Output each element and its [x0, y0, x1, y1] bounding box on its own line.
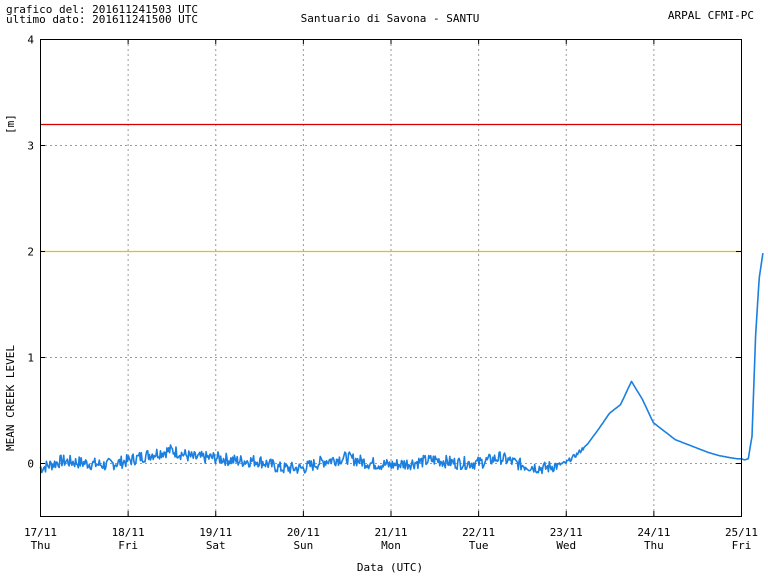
- axis-ticks: 17/11Thu18/11Fri19/11Sat20/11Sun21/11Mon…: [24, 34, 758, 553]
- x-tick-label: 17/11: [24, 526, 57, 539]
- series-line: [39, 252, 764, 475]
- x-tick-day-label: Thu: [31, 539, 51, 552]
- x-tick-day-label: Sat: [206, 539, 226, 552]
- x-tick-label: 21/11: [374, 526, 407, 539]
- x-tick-label: 22/11: [462, 526, 495, 539]
- organization-label: ARPAL CFMI-PC: [667, 9, 754, 22]
- x-tick-label: 24/11: [637, 526, 670, 539]
- x-tick-day-label: Fri: [732, 539, 752, 552]
- x-tick-day-label: Tue: [469, 539, 489, 552]
- threshold-lines: [40, 123, 741, 253]
- y-tick-label: 1: [27, 352, 34, 365]
- y-axis-label: MEAN CREEK LEVEL: [4, 345, 17, 451]
- x-tick-label: 25/11: [725, 526, 758, 539]
- x-tick-day-label: Thu: [644, 539, 664, 552]
- x-tick-day-label: Wed: [556, 539, 576, 552]
- x-tick-label: 20/11: [287, 526, 320, 539]
- grid: [40, 39, 741, 516]
- x-tick-label: 18/11: [112, 526, 145, 539]
- x-axis-label: Data (UTC): [357, 561, 423, 574]
- y-tick-label: 0: [27, 458, 34, 471]
- x-tick-day-label: Mon: [381, 539, 401, 552]
- y-axis-unit: [m]: [4, 114, 17, 134]
- series-layer: [39, 252, 764, 475]
- x-tick-label: 19/11: [199, 526, 232, 539]
- y-tick-label: 2: [27, 246, 34, 259]
- y-tick-label: 4: [27, 34, 34, 47]
- x-tick-day-label: Fri: [118, 539, 138, 552]
- x-tick-label: 23/11: [550, 526, 583, 539]
- chart-title: Santuario di Savona - SANTU: [300, 12, 480, 25]
- last-data-timestamp: ultimo dato: 201611241500 UTC: [6, 13, 199, 26]
- x-tick-day-label: Sun: [293, 539, 313, 552]
- generated-timestamp: grafico del: 201611241503 UTC: [6, 3, 199, 16]
- y-tick-label: 3: [27, 140, 34, 153]
